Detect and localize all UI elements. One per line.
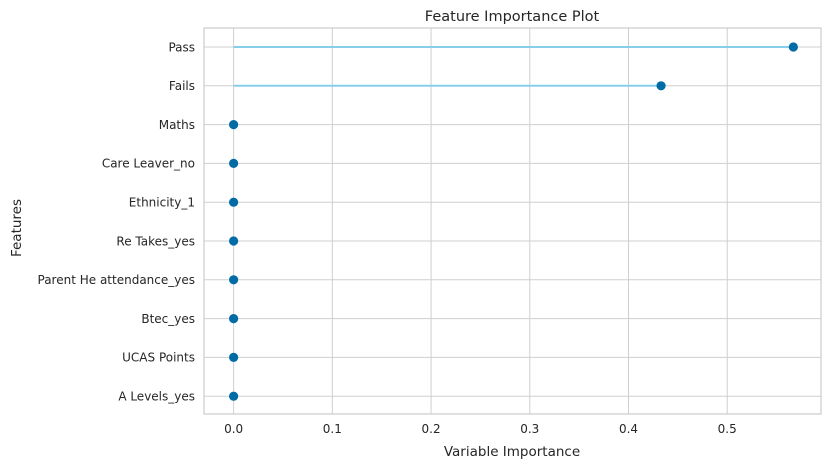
x-tick-label: 0.3 xyxy=(520,422,539,436)
point-6 xyxy=(229,275,239,285)
point-2 xyxy=(229,120,239,130)
markers-layer xyxy=(229,42,798,401)
point-7 xyxy=(229,314,239,324)
plot-frame xyxy=(203,27,822,415)
y-tick-label: A Levels_yes xyxy=(118,390,195,404)
y-tick-label: Parent He attendance_yes xyxy=(38,273,196,287)
x-tick-labels: 0.0 0.1 0.2 0.3 0.4 0.5 xyxy=(224,422,737,436)
grid-layer xyxy=(204,28,821,414)
x-tick-label: 0.4 xyxy=(619,422,638,436)
x-tick-label: 0.1 xyxy=(323,422,342,436)
point-4 xyxy=(229,197,239,207)
x-tick-label: 0.0 xyxy=(224,422,243,436)
y-tick-label: Care Leaver_no xyxy=(102,157,195,171)
point-9 xyxy=(229,391,239,401)
x-axis-title: Variable Importance xyxy=(444,444,580,460)
y-axis-title: Features xyxy=(9,199,25,257)
x-tick-label: 0.5 xyxy=(718,422,737,436)
point-5 xyxy=(229,236,239,246)
y-tick-label: Pass xyxy=(168,40,195,54)
y-tick-label: Ethnicity_1 xyxy=(129,196,195,210)
point-0 xyxy=(788,42,798,52)
stems-layer xyxy=(233,46,794,87)
chart-title: Feature Importance Plot xyxy=(425,9,600,25)
x-tick-label: 0.2 xyxy=(422,422,441,436)
y-tick-labels: Pass Fails Maths Care Leaver_no Ethnicity_1 R… xyxy=(38,40,196,403)
y-tick-label: Maths xyxy=(159,118,195,132)
point-1 xyxy=(656,81,666,91)
y-tick-label: Fails xyxy=(169,79,195,93)
y-tick-label: Btec_yes xyxy=(141,312,195,326)
y-tick-label: UCAS Points xyxy=(122,351,195,365)
point-3 xyxy=(229,158,239,168)
point-8 xyxy=(229,352,239,362)
y-tick-label: Re Takes_yes xyxy=(116,234,195,248)
